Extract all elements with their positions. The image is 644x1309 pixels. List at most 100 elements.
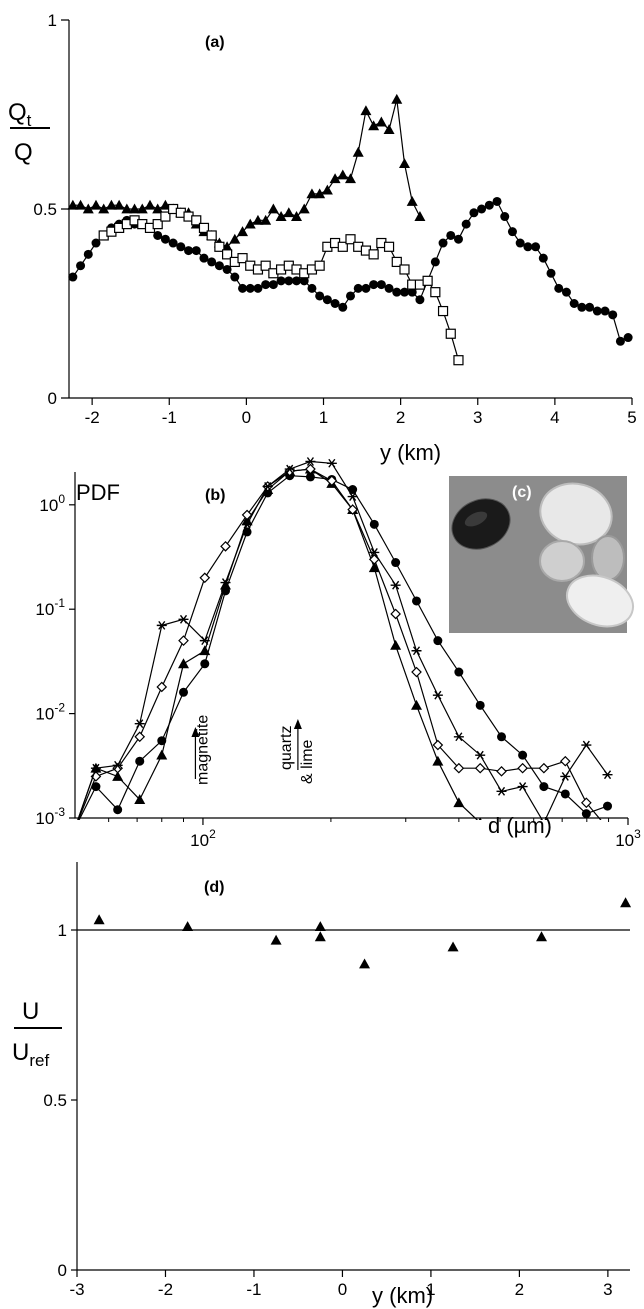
panel-a-series-2-point xyxy=(384,283,394,293)
panel-a-series-2-point xyxy=(284,276,294,286)
panel-a-series-2-point xyxy=(322,295,332,305)
panel-a-series-2-point xyxy=(507,227,517,237)
panel-b-x-ticks: 102 103 xyxy=(108,818,641,850)
panel-a-series-3-point xyxy=(191,215,202,226)
panel-b-series-3-point xyxy=(220,541,231,552)
panel-b-series-1-point xyxy=(348,485,358,495)
panel-a-series-1-point xyxy=(321,184,333,195)
panel-b-series-3-point xyxy=(453,762,465,774)
panel-b-series-2-point xyxy=(220,579,232,590)
panel-b-series-4-point xyxy=(602,770,613,780)
panel-a-series-3-point xyxy=(152,219,163,230)
panel-b-series-4-line xyxy=(77,460,608,820)
panel-a-x-tick-label: -2 xyxy=(85,408,100,427)
panel-a-x-tick-label: 5 xyxy=(627,408,636,427)
panel-a-series-1-point xyxy=(298,203,310,214)
panel-b-series-2-point xyxy=(156,749,168,760)
inset-c-label: (c) xyxy=(512,484,532,501)
panel-a-series-2-point xyxy=(199,253,209,263)
panel-b-series-4-point xyxy=(326,458,337,468)
panel-b-series-4-point xyxy=(134,719,145,729)
panel-a-series-1-point xyxy=(368,120,380,131)
panel-a-x-tick-label: 1 xyxy=(319,408,328,427)
panel-b-series-3-point xyxy=(134,731,146,743)
panel-b-series-4-point xyxy=(90,763,101,773)
panel-b-series-2-point xyxy=(199,645,211,656)
panel-b-series-1-point xyxy=(369,519,379,529)
panel-a-series-2-point xyxy=(500,212,510,222)
panel-b-series-2-point xyxy=(390,639,402,650)
panel-b-series-3-point xyxy=(474,762,486,774)
panel-a-series-2-point xyxy=(369,280,379,290)
panel-a-series-3-point xyxy=(422,275,433,286)
panel-a-series-2-point xyxy=(261,280,271,290)
panel-a-series-1-point xyxy=(275,211,287,221)
panel-d-ylabel-bottom-sub: ref xyxy=(29,1051,49,1070)
panel-d-ylabel-bottom: U xyxy=(12,1039,29,1066)
magnetite-arrow-head xyxy=(191,727,200,737)
panel-b-series-1-point xyxy=(305,472,315,482)
panel-a-series-2-point xyxy=(191,246,201,256)
panel-b-series-3-point xyxy=(326,475,338,487)
panel-d-y-axis-label: U Uref xyxy=(12,998,62,1070)
panel-a-series-2-point xyxy=(299,276,309,286)
panel-b-series-1-point xyxy=(200,659,210,669)
panel-a-y-tick-label: 1 xyxy=(48,11,57,30)
panel-b-series-1-point xyxy=(560,789,570,799)
panel-d-axes xyxy=(76,862,630,1271)
panel-b-series-3-point xyxy=(538,762,550,774)
panel-a-series-1-point xyxy=(352,146,364,157)
panel-a-series-3-point xyxy=(437,305,449,317)
panel-a-series-3-point xyxy=(345,234,356,245)
panel-b-series-3-point xyxy=(390,608,401,620)
panel-a-label: (a) xyxy=(205,34,225,51)
panel-b-series-4-point xyxy=(369,547,380,557)
panel-a-series-1-point xyxy=(383,124,395,135)
panel-a-series-1-point xyxy=(152,203,164,214)
magnetite-grain-highlight xyxy=(464,511,488,527)
panel-b-y-tick-label: 10-3 xyxy=(35,805,65,828)
panel-b-series-1-point xyxy=(454,667,464,677)
panel-a-series-2-point xyxy=(392,287,402,297)
panel-b-series-2-point xyxy=(411,699,423,710)
panel-a-y-tick-label: 0 xyxy=(48,389,57,408)
panel-a-series-1-point xyxy=(329,173,341,184)
panel-b-series-4-point xyxy=(284,464,295,474)
panel-a-series-3-point xyxy=(337,241,348,252)
panel-a-series-2-point xyxy=(330,299,340,308)
panel-b-x-axis-label: d (µm) xyxy=(488,813,552,838)
panel-a-series-2-point xyxy=(230,272,240,282)
panel-a-x-tick-label: 3 xyxy=(473,408,482,427)
panel-b-series-2-point xyxy=(134,794,146,805)
annotation-lime: & lime xyxy=(299,739,316,784)
panel-d-x-tick-label: 1 xyxy=(426,1280,435,1299)
panel-b-series-2-point xyxy=(368,562,380,573)
panel-a-series-2-point xyxy=(438,238,448,248)
panel-a-series-1-point xyxy=(136,203,148,214)
panel-a-series-2-point xyxy=(376,280,386,290)
panel-a-series-3-point xyxy=(383,241,395,252)
panel-b-x-tick-label: 103 xyxy=(615,827,641,850)
panel-a-series-2-point xyxy=(338,302,348,312)
panel-a-ylabel-top-sub: t xyxy=(27,111,32,130)
panel-a-series-1-point xyxy=(291,211,303,221)
panel-b-series-3-point xyxy=(411,666,422,678)
panel-a-x-tick-label: 2 xyxy=(396,408,405,427)
panel-a-series-2-point xyxy=(538,253,548,263)
panel-b-series-4-point xyxy=(178,614,189,624)
panel-a-series-2-point xyxy=(214,261,224,271)
panel-a-series-2-point xyxy=(253,283,263,293)
panel-b-series-1-point xyxy=(497,732,507,742)
panel-d-y-tick-label: 1 xyxy=(58,921,67,940)
panel-a-series-2-point xyxy=(276,276,286,286)
panel-a-x-tick-label: -1 xyxy=(162,408,177,427)
panel-a-series-2-point xyxy=(315,291,325,301)
panel-b-annotations: magnetite quartz & lime xyxy=(191,715,316,785)
panel-a-series-2-point xyxy=(453,234,463,244)
panel-b-series-2-point xyxy=(241,515,253,526)
panel-b-series-4-point xyxy=(496,786,507,796)
panel-a-series-3-point xyxy=(445,328,456,339)
panel-d-series-1-point xyxy=(536,931,548,942)
panel-a-series-3-point xyxy=(206,230,217,241)
panel-a-series-1-point xyxy=(98,203,110,214)
